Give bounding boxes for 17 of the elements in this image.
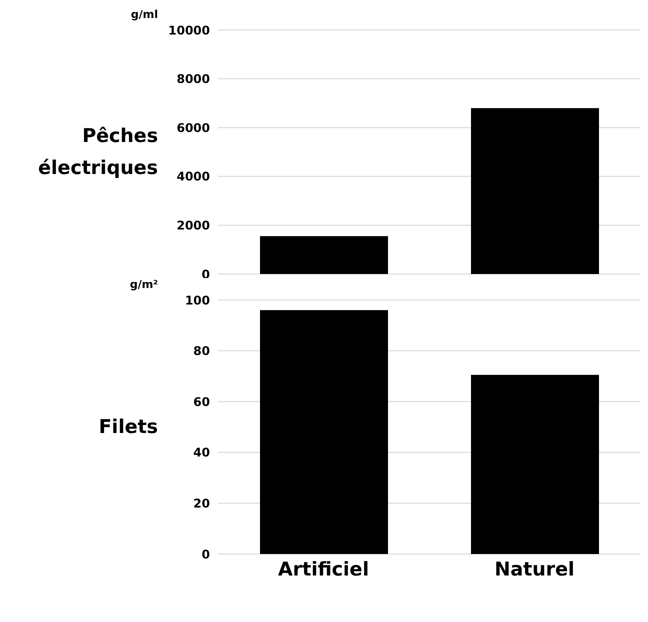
x-tick-label: Naturel [494,558,575,580]
y-tick-label: 6000 [176,120,210,135]
y-tick-label: 100 [184,293,210,308]
y-tick-label: 8000 [176,72,210,86]
y-axis-title: g/ml [130,8,158,21]
x-tick-label: Artificiel [278,558,369,580]
y-tick-label: 60 [193,394,210,409]
y-tick-label: 20 [193,496,210,510]
y-tick-label: 10000 [168,23,210,38]
y-tick-label: 0 [202,547,210,562]
y-tick-label: 4000 [176,170,210,184]
y-tick-label: 80 [193,344,210,358]
y-axis-title: g/m² [130,278,158,291]
text: Pêches électriques [37,124,158,181]
text: Filets [98,415,158,440]
y-tick-label: 40 [193,446,210,460]
y-tick-label: 2000 [176,218,210,232]
